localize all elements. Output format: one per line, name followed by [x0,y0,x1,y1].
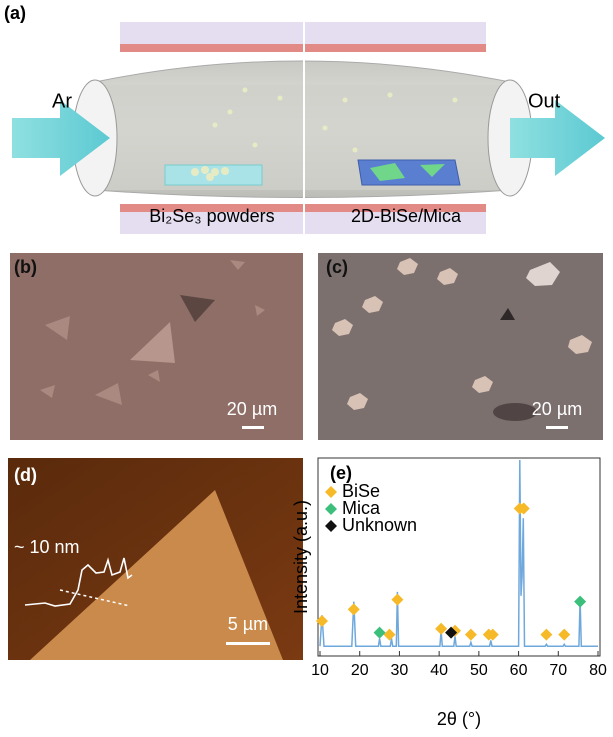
peak-marker [374,627,386,639]
scale-bar [242,426,264,429]
tube-diagram-shape [201,166,209,174]
x-tick-label: 60 [510,662,528,679]
tube-diagram-shape [221,167,229,175]
panel-label: (d) [14,465,37,485]
tube-diagram-shape [353,148,358,153]
tube-diagram-shape [323,126,328,131]
x-tick-label: 80 [589,662,607,679]
outlet-label: Out [528,90,561,112]
tube-diagram-shape [206,173,214,181]
tube-diagram-shape [453,98,458,103]
legend-marker [325,520,337,532]
tube-diagram-shape [213,123,218,128]
x-tick-label: 20 [351,662,369,679]
annotation: ~ 10 nm [14,537,80,557]
scale-bar [226,642,270,645]
x-tick-label: 70 [549,662,567,679]
peak-marker [384,629,396,641]
panel-label: (e) [330,463,352,483]
panel-label: (c) [326,257,348,277]
peak-marker [348,603,360,615]
caption: 2D-BiSe/Mica [351,206,462,226]
panel-label: (b) [14,257,37,277]
scale-bar-label: 5 µm [228,614,268,634]
tube-diagram-shape [343,98,348,103]
peak-marker [558,629,570,641]
x-tick-label: 40 [430,662,448,679]
caption: Bi₂Se₃ powders [149,206,274,226]
tube-diagram [12,22,605,234]
peak-marker [391,594,403,606]
scale-bar-label: 20 µm [532,399,582,419]
panel-label: (a) [4,3,26,23]
y-axis-label: Intensity (a.u.) [291,500,311,614]
gas-label: Ar [52,90,72,112]
scale-bar-label: 20 µm [227,399,277,419]
tube-diagram-shape [388,93,393,98]
figure: (a) Ar Out Bi₂Se₃ powders 2D-BiSe/Mica (… [0,0,613,732]
tube-diagram-shape [243,88,248,93]
scale-bar [546,426,568,429]
peak-marker [465,629,477,641]
tube-diagram-shape [278,96,283,101]
legend-marker [325,503,337,515]
tube-diagram-shape [228,110,233,115]
peak-marker [540,629,552,641]
peak-marker [574,596,586,608]
tube-diagram-shape [358,160,460,185]
tube-diagram-shape [253,143,258,148]
x-tick-label: 50 [470,662,488,679]
legend-label: Unknown [342,515,417,535]
x-axis-label: 2θ (°) [437,709,481,729]
legend-marker [325,486,337,498]
x-tick-label: 30 [391,662,409,679]
optical-image-shape [493,403,537,421]
x-tick-label: 10 [311,662,329,679]
tube-diagram-shape [191,168,199,176]
peak-marker [435,623,447,635]
